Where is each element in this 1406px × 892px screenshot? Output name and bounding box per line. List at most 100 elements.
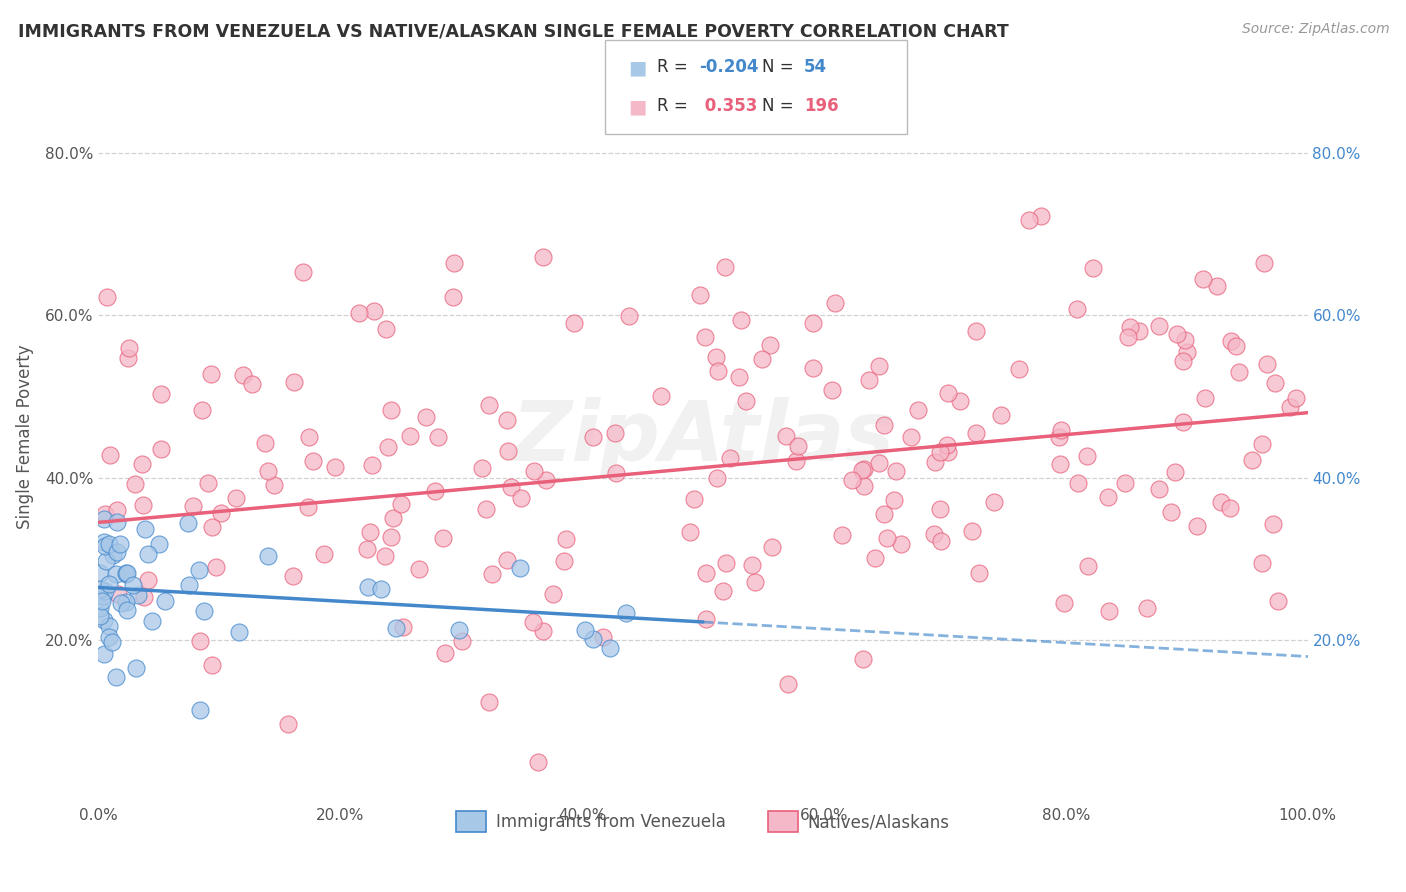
Point (1251, 436, 1274, 450)
Point (209, 506, 232, 520)
Point (831, 528, 853, 542)
Point (1174, 333, 1197, 347)
Point (107, 587, 129, 601)
Point (1227, 365, 1250, 379)
Point (93, 512, 115, 526)
Point (298, 430, 321, 444)
Point (776, 677, 799, 691)
Point (188, 634, 211, 648)
Text: ■: ■ (628, 97, 647, 116)
Point (389, 497, 412, 511)
Point (1175, 344, 1198, 359)
Point (118, 341, 141, 355)
Point (735, 394, 758, 409)
Point (730, 312, 752, 326)
Point (562, 317, 585, 331)
Point (89, 582, 111, 596)
Point (922, 527, 945, 541)
Y-axis label: Single Female Poverty: Single Female Poverty (15, 345, 34, 529)
Point (936, 386, 959, 401)
Point (91, 589, 114, 603)
Point (1136, 601, 1159, 615)
Point (1149, 482, 1171, 496)
Point (356, 542, 378, 557)
Text: N =: N = (762, 97, 799, 115)
Point (1220, 334, 1243, 348)
Point (761, 540, 783, 554)
Point (704, 351, 727, 365)
Point (131, 457, 153, 471)
Point (522, 615, 544, 630)
Point (190, 403, 212, 417)
Point (960, 524, 983, 538)
Point (1185, 519, 1208, 533)
Point (1253, 256, 1275, 270)
Text: R =: R = (657, 59, 693, 77)
Point (873, 418, 896, 433)
Point (97, 537, 120, 551)
Point (744, 574, 766, 589)
Point (1128, 324, 1150, 338)
Point (179, 578, 201, 592)
Point (679, 525, 702, 540)
Point (886, 464, 908, 478)
Point (1219, 501, 1241, 516)
Point (876, 531, 898, 545)
Point (357, 580, 380, 594)
Point (527, 755, 550, 769)
Point (447, 624, 470, 638)
Point (1209, 495, 1232, 509)
Point (188, 563, 211, 577)
Point (257, 549, 280, 564)
Point (441, 290, 464, 304)
Point (1116, 330, 1139, 344)
Point (929, 445, 952, 459)
Point (619, 309, 641, 323)
Point (478, 695, 501, 709)
Point (115, 566, 138, 581)
Point (498, 444, 520, 458)
Point (193, 604, 215, 618)
Text: ■: ■ (628, 58, 647, 77)
Point (177, 516, 200, 530)
Point (377, 440, 399, 454)
Point (1149, 318, 1171, 333)
Point (93, 647, 115, 661)
Point (727, 370, 749, 384)
Point (292, 265, 315, 279)
Point (94, 553, 117, 567)
Point (153, 594, 176, 608)
Point (96, 290, 118, 304)
Point (592, 630, 614, 644)
Point (851, 463, 873, 477)
Point (509, 491, 531, 505)
Point (1267, 594, 1289, 608)
Point (873, 508, 896, 522)
Point (98, 577, 121, 591)
Text: 0.353: 0.353 (699, 97, 758, 115)
Point (297, 500, 319, 514)
Point (138, 547, 160, 561)
Point (714, 557, 737, 571)
Point (415, 409, 437, 424)
Point (323, 459, 346, 474)
Point (117, 351, 139, 365)
Point (141, 614, 163, 628)
Point (101, 548, 124, 562)
Point (936, 438, 959, 452)
Point (714, 260, 737, 275)
Text: IMMIGRANTS FROM VENEZUELA VS NATIVE/ALASKAN SINGLE FEMALE POVERTY CORRELATION CH: IMMIGRANTS FROM VENEZUELA VS NATIVE/ALAS… (18, 22, 1010, 40)
Point (93, 507, 115, 521)
Point (555, 532, 578, 546)
Point (741, 558, 763, 572)
Point (1264, 376, 1286, 390)
Point (443, 255, 465, 269)
Point (181, 499, 204, 513)
Point (201, 520, 224, 534)
Point (1240, 453, 1263, 467)
Point (240, 376, 263, 391)
Point (890, 537, 912, 551)
Point (786, 439, 808, 453)
Point (1284, 391, 1306, 405)
Point (1251, 556, 1274, 570)
